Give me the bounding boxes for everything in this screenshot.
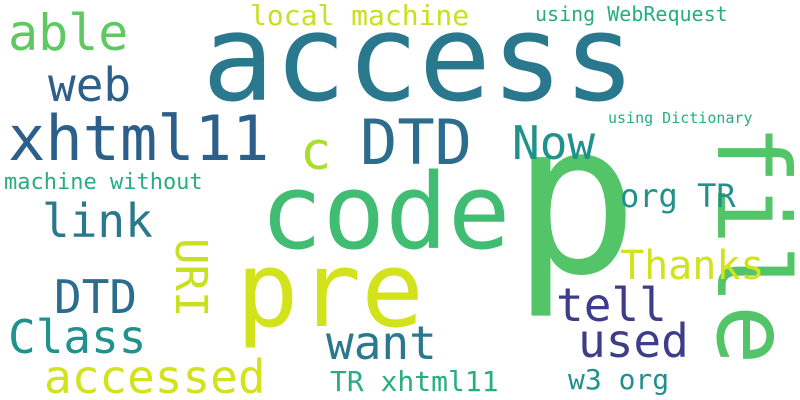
word-w3-org: w3 org [568, 363, 670, 396]
word-local-machine: local machine [250, 0, 470, 32]
word-thanks: Thanks [620, 243, 765, 289]
word-c: c [300, 122, 332, 182]
word-tell: tell [556, 278, 667, 332]
word-now: Now [512, 116, 596, 170]
word-xhtml11: xhtml11 [8, 102, 270, 175]
word-access: access [202, 0, 636, 129]
word-used: used [578, 314, 689, 368]
word-using-dictionary: using Dictionary [608, 109, 753, 127]
word-pre: pre [236, 229, 424, 351]
word-want: want [326, 316, 437, 370]
word-link: link [42, 194, 153, 248]
word-dtd-small: DTD [54, 270, 138, 324]
word-class: Class [8, 310, 147, 364]
word-dtd-large: DTD [360, 106, 472, 179]
word-p: p [512, 77, 639, 322]
word-able: able [8, 4, 129, 62]
word-machine-without: machine without [4, 170, 203, 195]
word-using-webrequest: using WebRequest [535, 2, 728, 26]
word-file: file [694, 124, 800, 365]
word-accessed: accessed [44, 350, 266, 400]
word-org-tr: org TR [620, 177, 736, 215]
word-uri: URI [165, 238, 216, 318]
word-code: code [260, 151, 511, 273]
word-web: web [48, 58, 132, 112]
word-tr-xhtml11: TR xhtml11 [330, 365, 499, 398]
